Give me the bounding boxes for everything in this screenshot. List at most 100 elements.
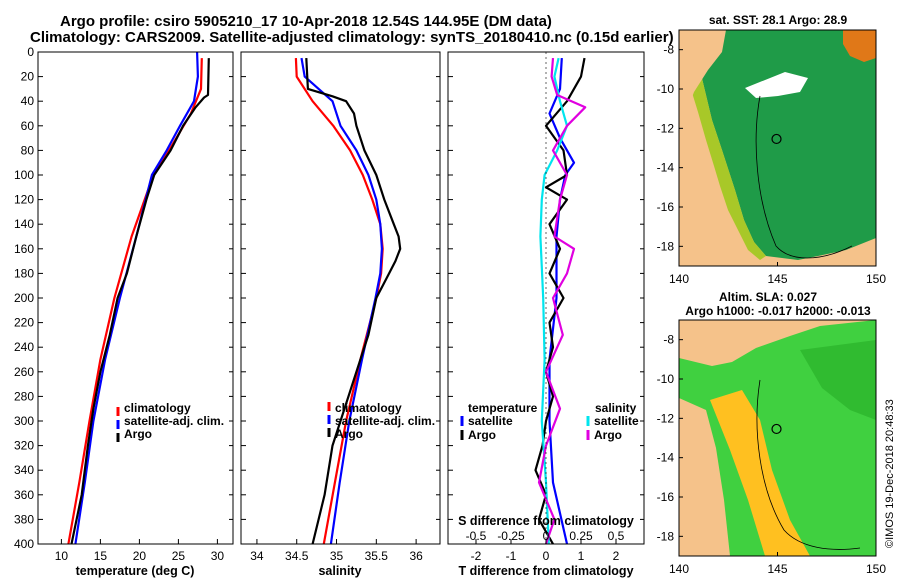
y-tick-label: 20 [21, 70, 35, 84]
lat-tick-label: -14 [657, 161, 675, 175]
y-tick-label: 360 [14, 488, 34, 502]
lat-tick-label: -14 [657, 451, 675, 465]
x-tick-label: 35.5 [365, 549, 389, 563]
lat-tick-label: -18 [657, 529, 675, 543]
y-tick-label: 160 [14, 242, 34, 256]
lat-tick-label: -10 [657, 82, 675, 96]
x-tick-label: 36 [409, 549, 423, 563]
legend-label-climatology: climatology [124, 401, 191, 415]
sst-cape-york [679, 150, 722, 266]
sla-map: Altim. SLA: 0.027 Argo h1000: -0.017 h20… [657, 290, 887, 576]
sla-lon-ticks: 140 145 150 [669, 552, 886, 576]
lon-tick-label: 145 [767, 562, 787, 576]
legend-label-argo: Argo [124, 427, 152, 441]
series-line-salinity-argo [537, 58, 587, 544]
series-line-argo [305, 58, 402, 544]
salinity-series [294, 57, 402, 544]
sla-ocean-low [800, 340, 876, 420]
sst-ocean [679, 30, 876, 260]
y-tick-label: 320 [14, 439, 34, 453]
salinity-legend: climatology satellite-adj. clim. Argo [327, 401, 435, 441]
lat-tick-label: -8 [663, 43, 674, 57]
x-tick-label: 35 [330, 549, 344, 563]
y-tick-label: 180 [14, 266, 34, 280]
sst-lat-ticks: -8 -10 -12 -14 -16 -18 [657, 43, 683, 253]
sst-isobath [755, 95, 853, 259]
x-tick-label: -1 [506, 549, 517, 563]
series-line-argo [70, 58, 210, 544]
lon-tick-label: 140 [669, 272, 689, 286]
lon-tick-label: 140 [669, 562, 689, 576]
lon-tick-label: 145 [767, 272, 787, 286]
x-tick-label: 15 [94, 549, 108, 563]
y-tick-label: 340 [14, 463, 34, 477]
argo-position-marker [771, 423, 782, 435]
sdiff-xlabel: S difference from climatology [458, 514, 634, 528]
salinity-xlabel: salinity [318, 564, 361, 578]
temperature-axes-frame [37, 51, 234, 545]
sla-map-image [679, 320, 876, 556]
series-line-temperature-argo [534, 57, 586, 544]
sla-warm-band [710, 390, 810, 556]
lat-tick-label: -10 [657, 372, 675, 386]
y-tick-label: 40 [21, 94, 35, 108]
lat-tick-label: -16 [657, 490, 675, 504]
difference-series [534, 52, 587, 544]
series-line-satellite-adj-clim [74, 52, 199, 544]
y-tick-label: 0 [27, 45, 34, 59]
x-tick-label: 2 [613, 549, 620, 563]
y-tick-label: 220 [14, 316, 34, 330]
x2-tick-label: 0.5 [608, 529, 625, 543]
series-line-satellite-adj-clim [300, 57, 383, 544]
y-tick-label: 400 [14, 537, 34, 551]
y-tick-label: 200 [14, 291, 34, 305]
y-tick-label: 60 [21, 119, 35, 133]
y-tick-label: 80 [21, 143, 35, 157]
salinity-panel: 34 34.5 35 35.5 36 salinity climatology sate… [240, 51, 441, 578]
lat-tick-label: -8 [663, 333, 674, 347]
legend-label-satellite: satellite-adj. clim. [124, 414, 224, 428]
sla-isobath [756, 379, 861, 550]
y-tick-label: 280 [14, 389, 34, 403]
legend-title-salinity: salinity [595, 401, 637, 415]
sla-map-title-2: Argo h1000: -0.017 h2000: -0.013 [685, 304, 871, 318]
y-tick-label: 140 [14, 217, 34, 231]
legend-label-t-satellite: satellite [468, 414, 513, 428]
temperature-series [67, 52, 210, 544]
depth-ticks: 0 20 40 60 80 100 120 140 160 180 200 220 240 260 280 3… [14, 45, 233, 551]
y-tick-label: 120 [14, 193, 34, 207]
legend-label-climatology: climatology [335, 401, 402, 415]
lon-tick-label: 150 [866, 272, 886, 286]
x-tick-label: 30 [211, 549, 225, 563]
sst-papua-land [679, 30, 726, 140]
lat-tick-label: -12 [657, 121, 675, 135]
temperature-panel: 10 15 20 25 30 0 20 40 60 80 100 120 140 160 180 200 22… [14, 45, 234, 578]
x-tick-label: 1 [578, 549, 585, 563]
lat-tick-label: -12 [657, 411, 675, 425]
sst-map-title: sat. SST: 28.1 Argo: 28.9 [709, 13, 848, 27]
x-tick-label: 0 [543, 549, 550, 563]
legend-label-s-argo: Argo [594, 428, 622, 442]
sst-cloud-gap [745, 72, 808, 98]
legend-title-temperature: temperature [468, 401, 538, 415]
x-tick-label: 25 [172, 549, 186, 563]
sst-map-image [679, 30, 876, 266]
legend-label-s-satellite: satellite [594, 414, 639, 428]
x-tick-label: 10 [55, 549, 69, 563]
x2-tick-label: 0.25 [569, 529, 593, 543]
x-tick-label: 20 [133, 549, 147, 563]
x2-tick-label: 0 [543, 529, 550, 543]
sdiff-x-ticks: -0.5 -0.25 0 0.25 0.5 [466, 529, 625, 543]
x2-tick-label: -0.25 [497, 529, 525, 543]
x2-tick-label: -0.5 [466, 529, 487, 543]
figure-title-line2: Climatology: CARS2009. Satellite-adjuste… [30, 29, 674, 46]
sst-lon-ticks: 140 145 150 [669, 262, 886, 286]
lat-tick-label: -18 [657, 239, 675, 253]
credit-stamp: ©IMOS 19-Dec-2018 20:48:33 [884, 399, 896, 548]
legend-label-argo: Argo [335, 427, 363, 441]
sla-map-title-1: Altim. SLA: 0.027 [719, 290, 817, 304]
argo-position-marker [771, 133, 782, 145]
y-tick-label: 380 [14, 512, 34, 526]
tdiff-xlabel: T difference from climatology [458, 564, 633, 578]
